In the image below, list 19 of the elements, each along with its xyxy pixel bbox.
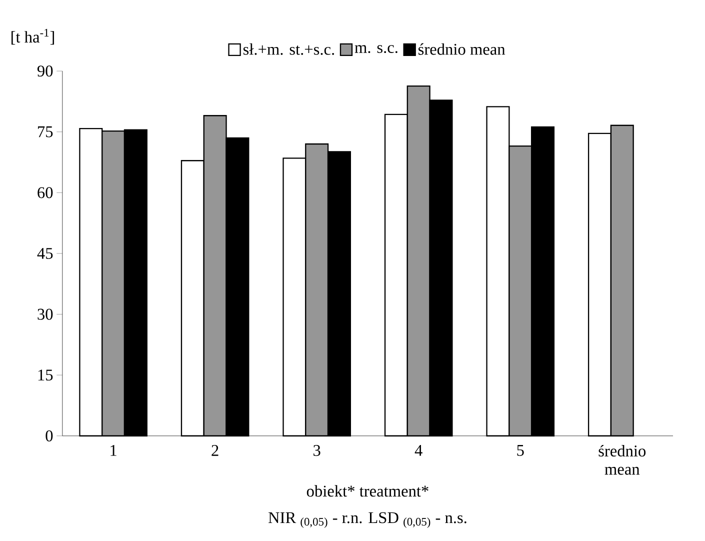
legend-label: sł.+m. st.+s.c. — [243, 44, 334, 56]
x-tick-label: 4 — [414, 445, 422, 456]
x-tick-label: 2 — [212, 445, 218, 456]
legend-label: m. s.c. — [354, 45, 398, 54]
y-tick-label: 30 — [38, 308, 53, 320]
y-tick-label: 60 — [38, 187, 53, 198]
x-tick-label: 1 — [110, 445, 116, 456]
x-tick-label: średnio mean — [598, 445, 646, 475]
y-tick-label: 15 — [38, 370, 53, 381]
x-tick-label: 3 — [314, 445, 320, 456]
y-axis-title: [t ha$^{-1}$] — [12, 29, 54, 45]
x-axis-title: obiekt* treatment* — [306, 485, 428, 497]
y-tick-label: 90 — [37, 66, 53, 77]
y-tick-label: 75 — [38, 126, 53, 138]
legend-label: średnio mean — [418, 44, 506, 56]
text: NIR $_{(0,05)}$ - r.n. LSD $_{(0,05)}$ - n.s. — [268, 512, 466, 528]
y-tick-label: 0 — [46, 430, 53, 442]
y-tick-label: 45 — [37, 248, 53, 260]
x-tick-label: 5 — [517, 445, 524, 456]
